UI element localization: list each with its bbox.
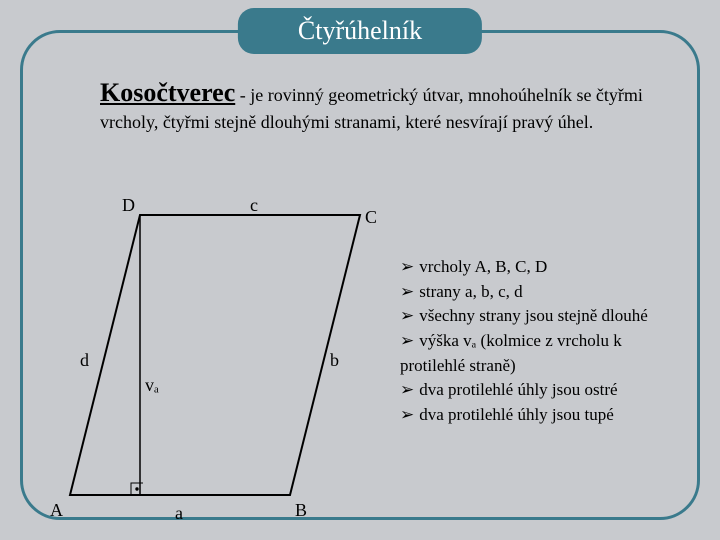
property-item: dva protilehlé úhly jsou tupé — [400, 403, 660, 428]
vertex-label-C: C — [365, 207, 377, 228]
rhombus-diagram: A B C Da b c d vₐ — [50, 195, 380, 535]
vertex-label-B: B — [295, 500, 307, 521]
vertex-label-A: A — [50, 500, 63, 521]
property-item: dva protilehlé úhly jsou ostré — [400, 378, 660, 403]
property-item: vrcholy A, B, C, D — [400, 255, 660, 280]
term: Kosočtverec — [100, 78, 235, 107]
property-item: všechny strany jsou stejně dlouhé — [400, 304, 660, 329]
side-label-a: a — [175, 503, 183, 524]
dash: - — [235, 85, 250, 105]
definition-text: Kosočtverec - je rovinný geometrický útv… — [100, 75, 660, 134]
content-area: Kosočtverec - je rovinný geometrický útv… — [40, 60, 680, 500]
property-item: výška vₐ (kolmice z vrcholu k protilehlé… — [400, 329, 660, 378]
side-label-b: b — [330, 350, 339, 371]
side-label-c: c — [250, 195, 258, 216]
vertex-label-D: D — [122, 195, 135, 216]
height-label: vₐ — [145, 375, 159, 396]
property-item: strany a, b, c, d — [400, 280, 660, 305]
properties-list: vrcholy A, B, C, Dstrany a, b, c, dvšech… — [400, 255, 660, 427]
page-title: Čtyřúhelník — [238, 8, 482, 54]
side-label-d: d — [80, 350, 89, 371]
